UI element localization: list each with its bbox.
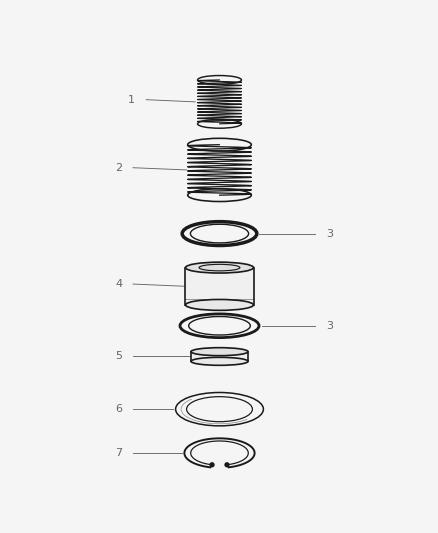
Text: 6: 6 <box>115 404 122 414</box>
Ellipse shape <box>185 300 253 310</box>
Circle shape <box>209 462 214 467</box>
Text: 3: 3 <box>325 229 332 239</box>
Ellipse shape <box>191 348 247 356</box>
Text: 4: 4 <box>115 279 122 289</box>
Polygon shape <box>191 352 247 361</box>
Text: 1: 1 <box>128 95 135 104</box>
Ellipse shape <box>185 262 253 273</box>
Text: 7: 7 <box>115 448 122 458</box>
Text: 5: 5 <box>115 351 122 361</box>
Text: 3: 3 <box>325 321 332 331</box>
Text: 2: 2 <box>115 163 122 173</box>
Polygon shape <box>185 268 253 305</box>
Ellipse shape <box>191 357 247 365</box>
Circle shape <box>224 462 229 467</box>
